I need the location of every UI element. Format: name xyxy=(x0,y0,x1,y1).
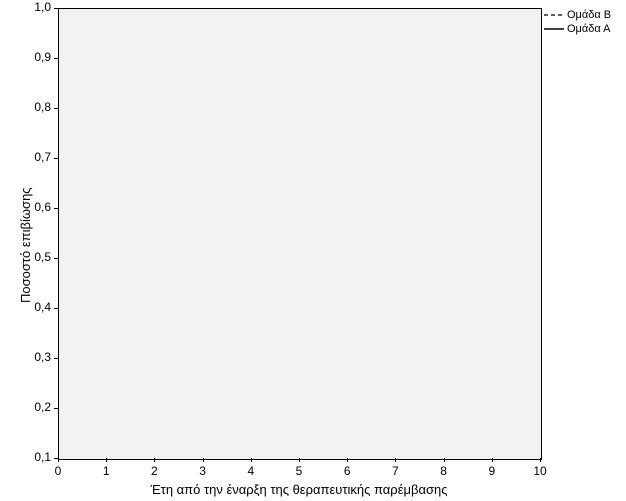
y-tick-label: 0,5 xyxy=(34,250,51,264)
plot-background xyxy=(59,9,541,459)
x-tick-label: 0 xyxy=(48,464,68,478)
x-tick xyxy=(492,458,493,462)
y-tick-label: 0,3 xyxy=(34,350,51,364)
y-tick-label: 0,2 xyxy=(34,400,51,414)
y-tick-label: 0,1 xyxy=(34,450,51,464)
legend: Ομάδα Β Ομάδα Α xyxy=(544,8,611,36)
legend-swatch-a xyxy=(544,22,564,36)
y-tick xyxy=(54,408,58,409)
legend-item-b: Ομάδα Β xyxy=(544,8,611,22)
x-tick xyxy=(251,458,252,462)
x-tick-label: 9 xyxy=(482,464,502,478)
x-axis-label: Έτη από την έναρξη της θεραπευτικής παρέ… xyxy=(139,482,459,497)
x-tick-label: 10 xyxy=(530,464,550,478)
x-tick xyxy=(540,458,541,462)
y-tick xyxy=(54,208,58,209)
x-tick xyxy=(347,458,348,462)
y-tick xyxy=(54,358,58,359)
x-tick-label: 3 xyxy=(193,464,213,478)
x-tick-label: 1 xyxy=(96,464,116,478)
x-tick-label: 5 xyxy=(289,464,309,478)
y-tick xyxy=(54,308,58,309)
x-tick xyxy=(444,458,445,462)
y-tick-label: 0,9 xyxy=(34,50,51,64)
x-tick-label: 2 xyxy=(144,464,164,478)
y-tick-label: 0,6 xyxy=(34,200,51,214)
survival-chart: Ομάδα Β Ομάδα Α Ποσοστό επιβίωσης Έτη απ… xyxy=(0,0,626,501)
y-tick xyxy=(54,108,58,109)
legend-item-a: Ομάδα Α xyxy=(544,22,611,36)
y-tick-label: 1,0 xyxy=(34,0,51,14)
x-tick-label: 4 xyxy=(241,464,261,478)
x-tick-label: 8 xyxy=(434,464,454,478)
y-tick xyxy=(54,8,58,9)
x-tick xyxy=(203,458,204,462)
y-tick-label: 0,4 xyxy=(34,300,51,314)
legend-swatch-b xyxy=(544,8,564,22)
x-tick-label: 7 xyxy=(385,464,405,478)
y-tick xyxy=(54,258,58,259)
y-tick xyxy=(54,158,58,159)
x-tick xyxy=(395,458,396,462)
x-tick xyxy=(299,458,300,462)
y-tick-label: 0,8 xyxy=(34,100,51,114)
legend-label-b: Ομάδα Β xyxy=(567,9,611,21)
y-tick-label: 0,7 xyxy=(34,150,51,164)
y-tick xyxy=(54,458,58,459)
plot-area xyxy=(58,8,542,460)
y-axis-label: Ποσοστό επιβίωσης xyxy=(18,187,33,303)
x-tick-label: 6 xyxy=(337,464,357,478)
x-tick xyxy=(154,458,155,462)
legend-label-a: Ομάδα Α xyxy=(567,23,611,35)
x-tick xyxy=(106,458,107,462)
y-tick xyxy=(54,58,58,59)
x-tick xyxy=(58,458,59,462)
